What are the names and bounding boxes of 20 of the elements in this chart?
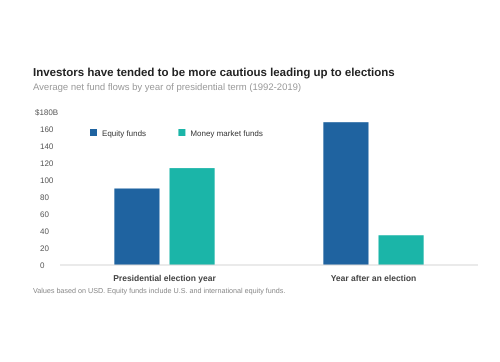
x-tick-label: Year after an election bbox=[330, 273, 416, 283]
legend-label: Money market funds bbox=[190, 129, 263, 138]
y-tick-label: 20 bbox=[40, 244, 50, 253]
chart-subtitle: Average net fund flows by year of presidential term (1992-2019) bbox=[33, 82, 302, 93]
y-tick-label: 160 bbox=[40, 125, 54, 134]
bar bbox=[114, 188, 160, 265]
y-tick-label: 140 bbox=[40, 142, 54, 151]
y-tick-label: 60 bbox=[40, 210, 50, 219]
y-tick-label: 40 bbox=[40, 227, 50, 236]
y-tick-label: 100 bbox=[40, 176, 54, 185]
chart-title: Investors have tended to be more cautious leading up to elections bbox=[33, 67, 395, 79]
bar bbox=[170, 168, 215, 265]
y-tick-label: 80 bbox=[40, 193, 50, 202]
y-tick-label: 120 bbox=[40, 159, 54, 168]
x-tick-label: Presidential election year bbox=[113, 273, 216, 283]
bar bbox=[323, 122, 368, 265]
y-tick-label: $180B bbox=[35, 108, 58, 117]
legend-label: Equity funds bbox=[102, 129, 146, 138]
y-tick-label: 0 bbox=[40, 261, 45, 270]
bar bbox=[378, 235, 424, 265]
